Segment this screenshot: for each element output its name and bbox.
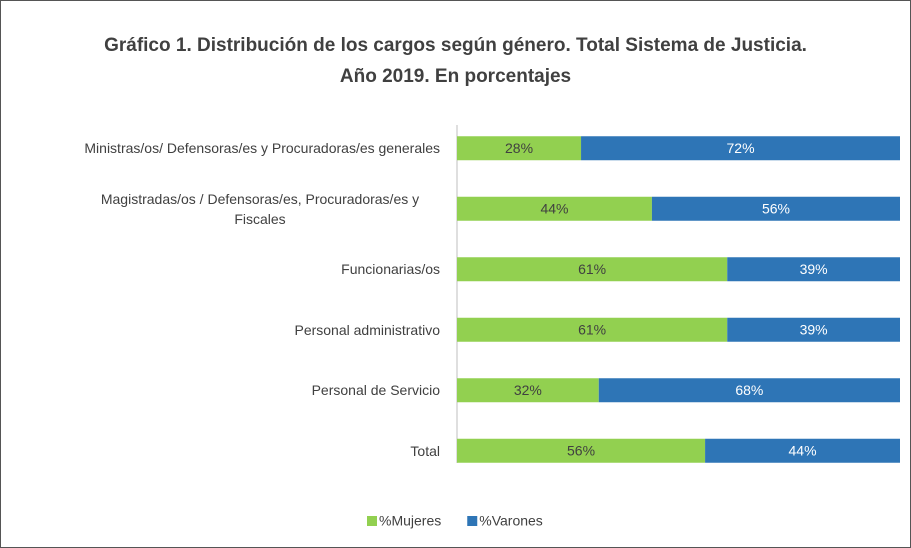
data-label: 68% [735,382,763,398]
legend-label: %Mujeres [379,513,441,529]
bar-segment [457,196,652,221]
data-label: 44% [540,200,568,216]
bar-segment [457,438,706,463]
bar-segment [457,136,582,161]
data-label: 39% [800,261,828,277]
data-label: 32% [514,382,542,398]
legend-swatch [467,516,478,526]
y-tick-label: Magistradas/os / Defensoras/es, Procurad… [100,190,420,227]
bar-segment [727,257,900,282]
data-label: 72% [727,140,755,156]
bar-segment [457,378,599,403]
y-tick-label: Personal administrativo [294,321,440,338]
chart-title: Gráfico 1. Distribución de los cargos se… [104,35,807,87]
bar-segment [727,317,900,342]
bar-segment [598,378,900,403]
y-tick-label: Ministras/os/ Defensoras/es y Procurador… [84,140,440,157]
bar-segment [651,196,900,221]
y-tick-label: Total [410,442,440,459]
data-label: 39% [800,321,828,337]
bar-segment [705,438,900,463]
data-label: 28% [505,140,533,156]
y-tick-label: Personal de Servicio [311,382,440,399]
bar-segment [457,257,728,282]
data-label: 61% [578,261,606,277]
data-label: 56% [567,442,595,458]
bar-segment [457,317,728,342]
data-label: 61% [578,321,606,337]
y-tick-label: Funcionarias/os [341,261,440,278]
data-label: 56% [762,200,790,216]
bar-segment [581,136,900,161]
legend-swatch [367,516,377,526]
legend-label: %Varones [479,513,543,529]
data-label: 44% [789,442,817,458]
